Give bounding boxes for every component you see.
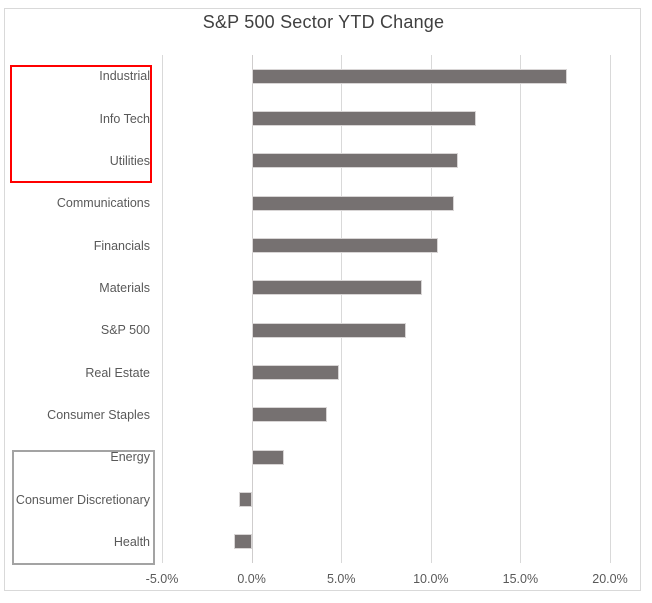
bar-financials [251,238,438,253]
category-label: Real Estate [85,365,150,380]
gridline [430,55,432,563]
bar-consumer-discretionary [239,492,252,507]
gridline [610,55,611,563]
category-label: Communications [56,196,150,211]
bar-materials [251,280,422,296]
bar-real-estate [251,365,340,380]
x-tick-label: 20.0% [592,572,628,586]
x-tick-label: -5.0% [145,572,179,586]
category-label: Consumer Staples [47,407,150,422]
bar-info-tech [251,111,476,126]
bar-health [233,534,252,550]
chart-frame [4,8,641,591]
red-highlight-box [10,65,152,183]
category-label: S&P 500 [100,323,150,338]
gray-highlight-box [12,450,155,565]
bar-energy [251,449,284,465]
bar-s-p-500 [251,322,406,338]
x-tick-label: 10.0% [413,572,449,586]
bar-industrial [251,68,567,84]
category-label: Energy [110,450,150,465]
category-label: Industrial [99,69,150,84]
gridline [341,55,343,563]
category-label: Info Tech [99,111,150,126]
bar-consumer-staples [251,407,327,423]
x-tick-label: 5.0% [326,572,356,586]
x-tick-label: 15.0% [502,572,539,586]
bar-communications [251,195,455,211]
gridline [162,55,163,563]
category-label: Materials [99,280,150,295]
bar-utilities [251,153,458,169]
category-label: Consumer Discretionary [15,492,150,507]
chart-title: S&P 500 Sector YTD Change [202,12,445,32]
x-tick-label: 0.0% [237,572,266,586]
category-label: Health [113,534,150,549]
category-label: Financials [93,238,150,253]
category-label: Utilities [109,153,150,168]
zero-axis-line [251,55,253,563]
gridline [520,55,522,563]
